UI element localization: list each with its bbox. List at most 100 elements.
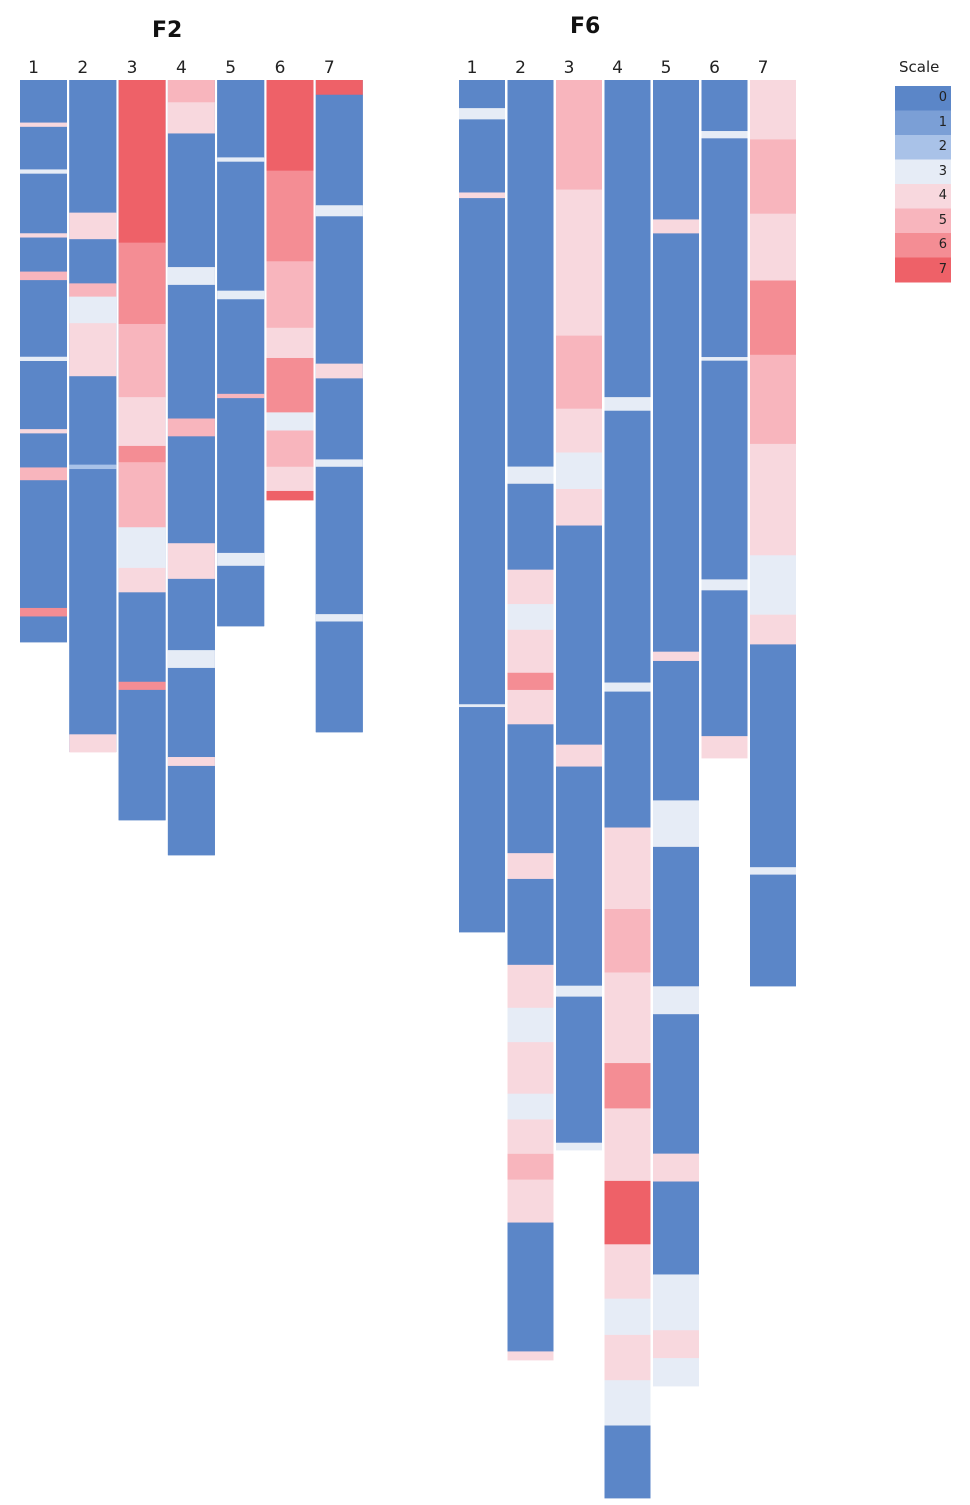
heatmap-cell bbox=[20, 173, 67, 234]
heatmap-cell bbox=[750, 443, 796, 556]
heatmap-cell bbox=[217, 290, 265, 300]
heatmap-cell bbox=[604, 909, 651, 973]
heatmap-cell bbox=[266, 490, 314, 501]
legend-label-2: 2 bbox=[938, 139, 947, 154]
legend-label-3: 3 bbox=[938, 163, 947, 179]
column-label-f6-2: 2 bbox=[515, 58, 526, 78]
heatmap-cell bbox=[20, 126, 67, 170]
heatmap-cell bbox=[20, 607, 67, 617]
heatmap-cell bbox=[653, 660, 699, 801]
heatmap-cell bbox=[750, 354, 796, 445]
heatmap-cell bbox=[653, 1358, 699, 1387]
heatmap-cell bbox=[459, 119, 505, 193]
legend-label-4: 4 bbox=[938, 188, 947, 203]
heatmap-cell bbox=[507, 853, 554, 880]
legend-swatch-0 bbox=[895, 86, 951, 111]
heatmap-cell bbox=[20, 169, 67, 175]
heatmap-cell bbox=[217, 565, 265, 627]
heatmap-cell bbox=[604, 1334, 651, 1381]
heatmap-column-f2-5 bbox=[217, 80, 265, 627]
heatmap-cell bbox=[315, 459, 363, 468]
heatmap-cell bbox=[750, 213, 796, 281]
heatmap-cell bbox=[315, 80, 363, 96]
heatmap-cell bbox=[167, 80, 215, 103]
heatmap-cell bbox=[750, 644, 796, 868]
heatmap-column-f6-4 bbox=[604, 80, 651, 1499]
heatmap-cell bbox=[701, 579, 748, 591]
heatmap-cell bbox=[604, 80, 651, 398]
heatmap-cell bbox=[507, 80, 554, 467]
heatmap-cell bbox=[604, 410, 651, 683]
column-label-f2-2: 2 bbox=[77, 58, 89, 78]
heatmap-cell bbox=[167, 667, 215, 758]
heatmap-cell bbox=[556, 744, 602, 767]
column-label-f2-1: 1 bbox=[28, 58, 39, 78]
panel-title-f2: F2 bbox=[152, 18, 183, 43]
heatmap-cell bbox=[167, 650, 215, 669]
heatmap-cell bbox=[315, 378, 363, 460]
column-label-f2-3: 3 bbox=[126, 58, 138, 78]
heatmap-cell bbox=[556, 335, 602, 410]
heatmap-cell bbox=[20, 237, 67, 272]
heatmap-cell bbox=[20, 280, 67, 358]
heatmap-cell bbox=[20, 122, 67, 128]
heatmap-cell bbox=[20, 433, 67, 468]
heatmap-cell bbox=[750, 555, 796, 616]
heatmap-cell bbox=[507, 964, 554, 1009]
heatmap-cell bbox=[750, 874, 796, 987]
legend-swatch-7 bbox=[895, 257, 951, 283]
heatmap-cell bbox=[217, 398, 265, 554]
heatmap-cell bbox=[701, 590, 748, 737]
heatmap-cell bbox=[167, 765, 215, 856]
heatmap-cell bbox=[604, 1244, 651, 1300]
legend-label-7: 7 bbox=[938, 261, 947, 277]
heatmap-cell bbox=[750, 867, 796, 876]
heatmap-cell bbox=[69, 212, 117, 240]
heatmap-cell bbox=[217, 393, 265, 399]
heatmap-cell bbox=[118, 397, 166, 447]
heatmap-column-f6-1 bbox=[459, 80, 505, 933]
column-label-f2-7: 7 bbox=[323, 58, 335, 78]
heatmap-cell bbox=[556, 766, 602, 987]
heatmap-cell bbox=[701, 736, 748, 759]
heatmap-cell bbox=[653, 80, 699, 220]
legend-label-0: 0 bbox=[938, 90, 947, 105]
heatmap-cell bbox=[750, 280, 796, 356]
heatmap-cell bbox=[459, 707, 505, 933]
heatmap-cell bbox=[69, 469, 117, 735]
heatmap-cell bbox=[118, 242, 166, 325]
heatmap-cell bbox=[315, 216, 363, 365]
heatmap-cell bbox=[20, 616, 67, 643]
heatmap-cell bbox=[69, 734, 117, 753]
heatmap-cell bbox=[750, 80, 796, 140]
heatmap-cell bbox=[266, 357, 314, 413]
heatmap-cell bbox=[217, 299, 265, 395]
heatmap-cell bbox=[69, 296, 117, 324]
heatmap-cell bbox=[507, 1119, 554, 1155]
heatmap-cell bbox=[167, 543, 215, 580]
legend-label-5: 5 bbox=[938, 212, 947, 228]
heatmap-cell bbox=[167, 102, 215, 134]
heatmap-cell bbox=[507, 878, 554, 966]
legend-swatch-3 bbox=[895, 159, 951, 185]
heatmap-cell bbox=[507, 1093, 554, 1120]
heatmap-cell bbox=[653, 1274, 699, 1331]
heatmap-cell bbox=[556, 408, 602, 453]
heatmap-cell bbox=[118, 80, 166, 244]
legend-label-6: 6 bbox=[938, 237, 947, 252]
heatmap-column-f6-3 bbox=[556, 80, 602, 1151]
heatmap-cell bbox=[507, 604, 554, 631]
heatmap-cell bbox=[556, 985, 602, 998]
heatmap-cell bbox=[556, 189, 602, 337]
heatmap-cell bbox=[118, 592, 166, 683]
heatmap-cell bbox=[459, 108, 505, 120]
heatmap-cell bbox=[507, 672, 554, 691]
heatmap-column-f6-7 bbox=[750, 80, 796, 987]
heatmap-cell bbox=[507, 1351, 554, 1361]
heatmap-cell bbox=[315, 363, 363, 379]
heatmap-cell bbox=[266, 170, 314, 262]
heatmap-cell bbox=[217, 80, 265, 158]
heatmap-cell bbox=[507, 1222, 554, 1352]
heatmap-cell bbox=[507, 724, 554, 854]
